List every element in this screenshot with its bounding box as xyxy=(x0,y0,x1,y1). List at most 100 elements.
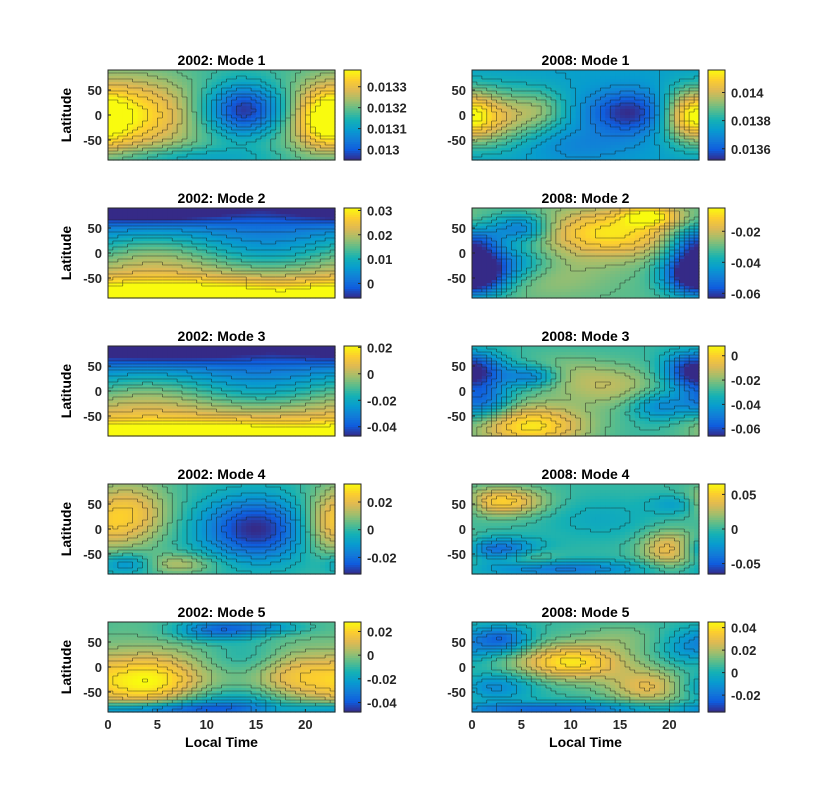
heatmap-cell xyxy=(285,295,292,299)
heatmap-cell xyxy=(285,217,292,221)
heatmap-cell xyxy=(320,106,326,110)
heatmap-cell xyxy=(501,238,508,242)
heatmap-cell xyxy=(201,76,208,80)
heatmap-cell xyxy=(664,124,670,128)
heatmap-cell xyxy=(275,148,282,152)
heatmap-cell xyxy=(172,280,178,284)
heatmap-cell xyxy=(669,229,675,233)
heatmap-cell xyxy=(516,130,522,134)
heatmap-cell xyxy=(541,73,547,77)
heatmap-cell xyxy=(550,79,557,83)
heatmap-cell xyxy=(117,247,124,251)
heatmap-cell xyxy=(256,103,262,107)
heatmap-cell xyxy=(605,76,611,80)
heatmap-cell xyxy=(541,112,547,116)
heatmap-cell xyxy=(172,70,178,74)
heatmap-cell xyxy=(585,244,592,248)
heatmap-cell xyxy=(674,223,680,227)
heatmap-cell xyxy=(112,82,119,86)
heatmap-cell xyxy=(275,268,282,272)
heatmap-cell xyxy=(201,151,208,155)
heatmap-cell xyxy=(496,85,503,89)
heatmap-cell xyxy=(526,109,532,113)
heatmap-cell xyxy=(659,97,666,101)
heatmap-cell xyxy=(486,133,493,137)
heatmap-cell xyxy=(639,85,646,89)
heatmap-cell xyxy=(315,259,321,263)
heatmap-cell xyxy=(157,271,163,275)
heatmap-cell xyxy=(590,142,596,146)
heatmap-cell xyxy=(506,244,513,248)
heatmap-cell xyxy=(689,118,695,122)
heatmap-cell xyxy=(265,157,272,161)
heatmap-cell xyxy=(221,151,228,155)
heatmap-cell xyxy=(162,82,168,86)
heatmap-cell xyxy=(639,130,646,134)
heatmap-cell xyxy=(679,115,685,119)
heatmap-cell xyxy=(580,94,587,98)
heatmap-cell xyxy=(496,91,503,95)
heatmap-cell xyxy=(295,208,302,212)
heatmap-cell xyxy=(157,214,163,218)
heatmap-cell xyxy=(191,247,198,251)
heatmap-cell xyxy=(226,211,232,215)
heatmap-cell xyxy=(256,112,262,116)
heatmap-cell xyxy=(491,103,498,107)
heatmap-cell xyxy=(285,151,292,155)
heatmap-cell xyxy=(610,103,616,107)
heatmap-cell xyxy=(644,82,651,86)
heatmap-cell xyxy=(506,112,513,116)
heatmap-cell xyxy=(654,100,661,104)
heatmap-cell xyxy=(605,241,611,245)
heatmap-cell xyxy=(325,91,331,95)
heatmap-cell xyxy=(172,115,178,119)
heatmap-cell xyxy=(649,97,656,101)
heatmap-cell xyxy=(256,109,262,113)
heatmap-cell xyxy=(142,295,149,299)
heatmap-cell xyxy=(654,133,661,137)
heatmap-cell xyxy=(241,136,247,140)
heatmap-cell xyxy=(186,70,193,74)
heatmap-cell xyxy=(182,268,188,272)
heatmap-cell xyxy=(216,253,223,257)
heatmap-cell xyxy=(694,127,700,131)
heatmap-cell xyxy=(295,223,302,227)
heatmap-cell xyxy=(142,217,149,221)
heatmap-cell xyxy=(132,79,139,83)
heatmap-cell xyxy=(531,124,537,128)
heatmap-cell xyxy=(157,208,163,212)
heatmap-cell xyxy=(325,136,331,140)
heatmap-cell xyxy=(526,244,532,248)
heatmap-cell xyxy=(546,115,552,119)
heatmap-cell xyxy=(132,106,139,110)
heatmap-cell xyxy=(196,106,203,110)
heatmap-cell xyxy=(265,271,272,275)
heatmap-cell xyxy=(300,220,306,224)
heatmap-cell xyxy=(280,88,287,92)
heatmap-cell xyxy=(246,127,252,131)
heatmap-cell xyxy=(541,118,547,122)
heatmap-cell xyxy=(639,121,646,125)
heatmap-cell xyxy=(624,247,631,251)
heatmap-cell xyxy=(117,286,124,290)
heatmap-cell xyxy=(315,85,321,89)
heatmap-cell xyxy=(206,145,213,149)
heatmap-cell xyxy=(270,283,277,287)
heatmap-cell xyxy=(177,259,183,263)
heatmap-cell xyxy=(186,82,193,86)
heatmap-cell xyxy=(550,70,557,74)
heatmap-cell xyxy=(605,223,611,227)
heatmap-cell xyxy=(615,235,621,239)
heatmap-cell xyxy=(132,253,139,257)
heatmap-cell xyxy=(127,289,134,293)
heatmap-cell xyxy=(285,85,292,89)
heatmap-cell xyxy=(211,157,218,161)
heatmap-cell xyxy=(265,142,272,146)
heatmap-cell xyxy=(142,118,149,122)
heatmap-cell xyxy=(241,151,247,155)
heatmap-cell xyxy=(265,208,272,212)
heatmap-cell xyxy=(206,157,213,161)
heatmap-cell xyxy=(305,106,311,110)
heatmap-cell xyxy=(481,247,488,251)
heatmap-cell xyxy=(300,115,306,119)
